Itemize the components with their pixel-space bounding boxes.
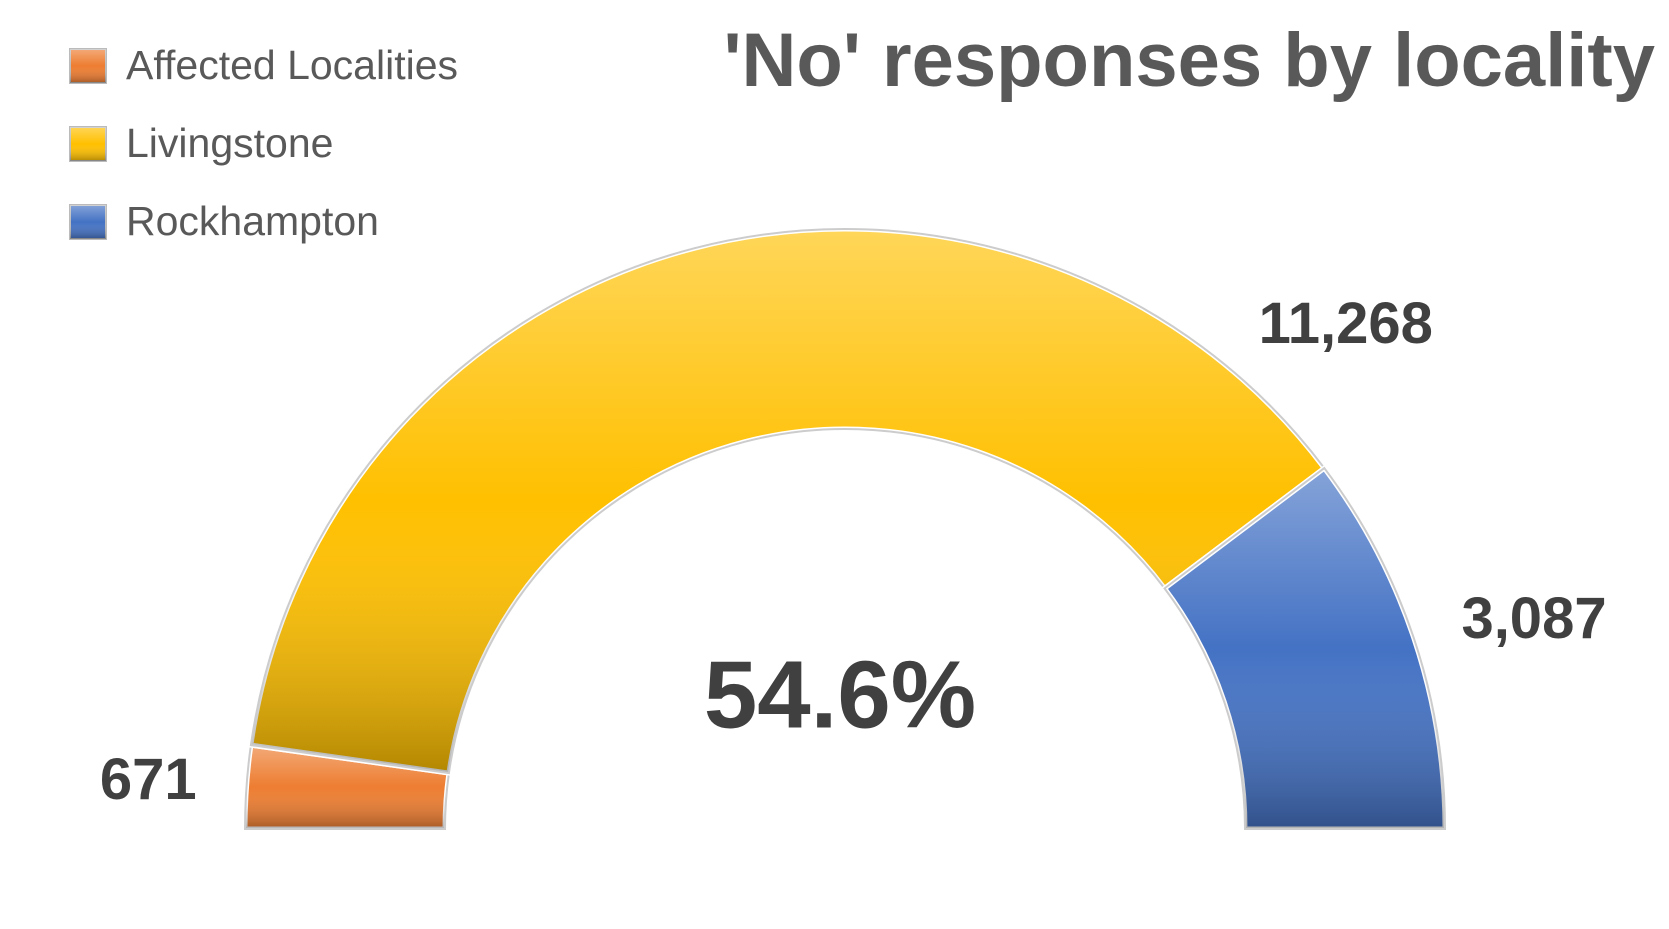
legend-marker-shade — [70, 127, 106, 161]
segment-shade — [249, 228, 1326, 775]
segment-shade — [1163, 466, 1447, 830]
value-label: 11,268 — [1259, 291, 1433, 356]
chart-title: 'No' responses by locality — [723, 18, 1655, 103]
legend-marker-shade — [70, 49, 106, 83]
legend-marker-shade — [70, 205, 106, 239]
value-label: 671 — [100, 747, 197, 812]
legend-label: Rockhampton — [126, 198, 379, 244]
value-label: 3,087 — [1461, 586, 1606, 651]
legend-label: Affected Localities — [126, 42, 458, 88]
legend-label: Livingstone — [126, 120, 333, 166]
center-label: 54.6% — [704, 641, 976, 748]
